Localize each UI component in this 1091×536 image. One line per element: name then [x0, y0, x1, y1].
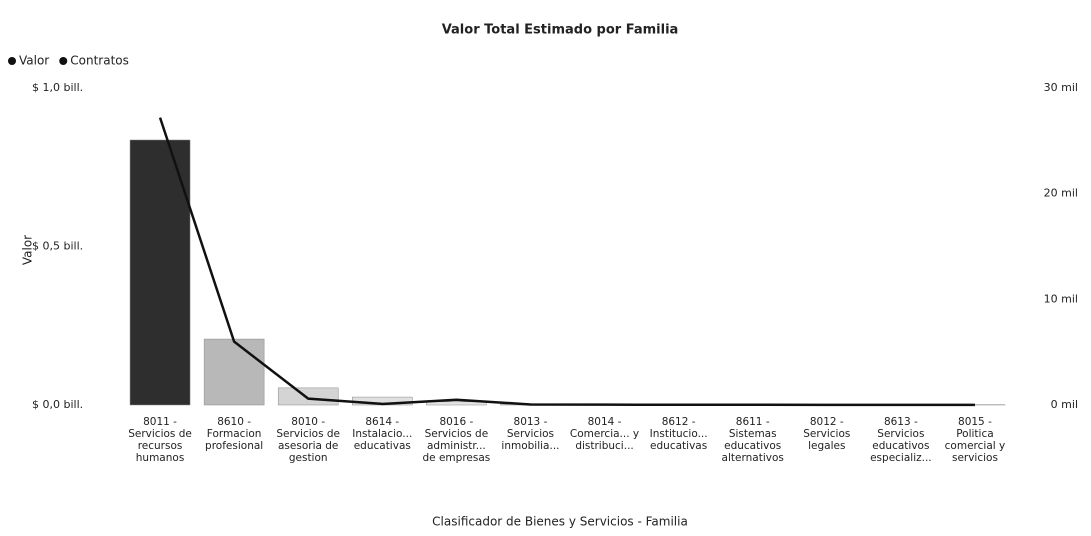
y-axis-title: Valor	[21, 235, 35, 265]
x-tick-label: 8016 - Servicios de administr... de empr…	[422, 416, 491, 464]
line	[158, 117, 975, 407]
legend-label: Valor	[19, 54, 49, 68]
legend-dot	[59, 57, 68, 65]
y2-tick-label: 10 mil	[1044, 292, 1078, 305]
y2-tick-label: 20 mil	[1044, 187, 1078, 200]
x-tick-label: 8610 - Formacion profesional	[205, 416, 264, 452]
x-tick-label: 8012 - Servicios legales	[803, 416, 851, 452]
x-tick-label: 8015 - Politica comercial y servicios	[944, 416, 1006, 464]
legend-label: Contratos	[70, 54, 129, 68]
x-tick-label: 8613 - Servicios educativos especializ..…	[870, 416, 932, 464]
chart-title: Valor Total Estimado por Familia	[442, 23, 679, 38]
bar	[277, 387, 339, 406]
bar	[203, 338, 265, 406]
y2-tick-label: 0 mil	[1051, 398, 1078, 411]
bar	[129, 139, 191, 406]
x-tick-label: 8611 - Sistemas educativos alternativos	[721, 416, 784, 464]
y-tick-label: $ 0,5 bill.	[32, 240, 83, 253]
y2-tick-label: 30 mil	[1044, 81, 1078, 94]
x-tick-label: 8614 - Instalacio... educativas	[352, 416, 413, 452]
bar	[426, 401, 487, 406]
x-axis-title: Clasificador de Bienes y Servicios - Fam…	[432, 515, 688, 529]
x-tick-label: 8014 - Comercia... y distribuci...	[569, 416, 640, 452]
y-tick-label: $ 0,0 bill.	[32, 398, 83, 411]
x-tick-label: 8013 - Servicios inmobilia...	[501, 416, 560, 452]
x-tick-label: 8011 - Servicios de recursos humanos	[128, 416, 192, 464]
x-tick-label: 8612 - Institucio... educativas	[649, 416, 708, 452]
x-tick-label: 8010 - Servicios de asesoria de gestion	[276, 416, 341, 464]
y-tick-label: $ 1,0 bill.	[32, 81, 83, 94]
legend-dot	[8, 57, 16, 65]
